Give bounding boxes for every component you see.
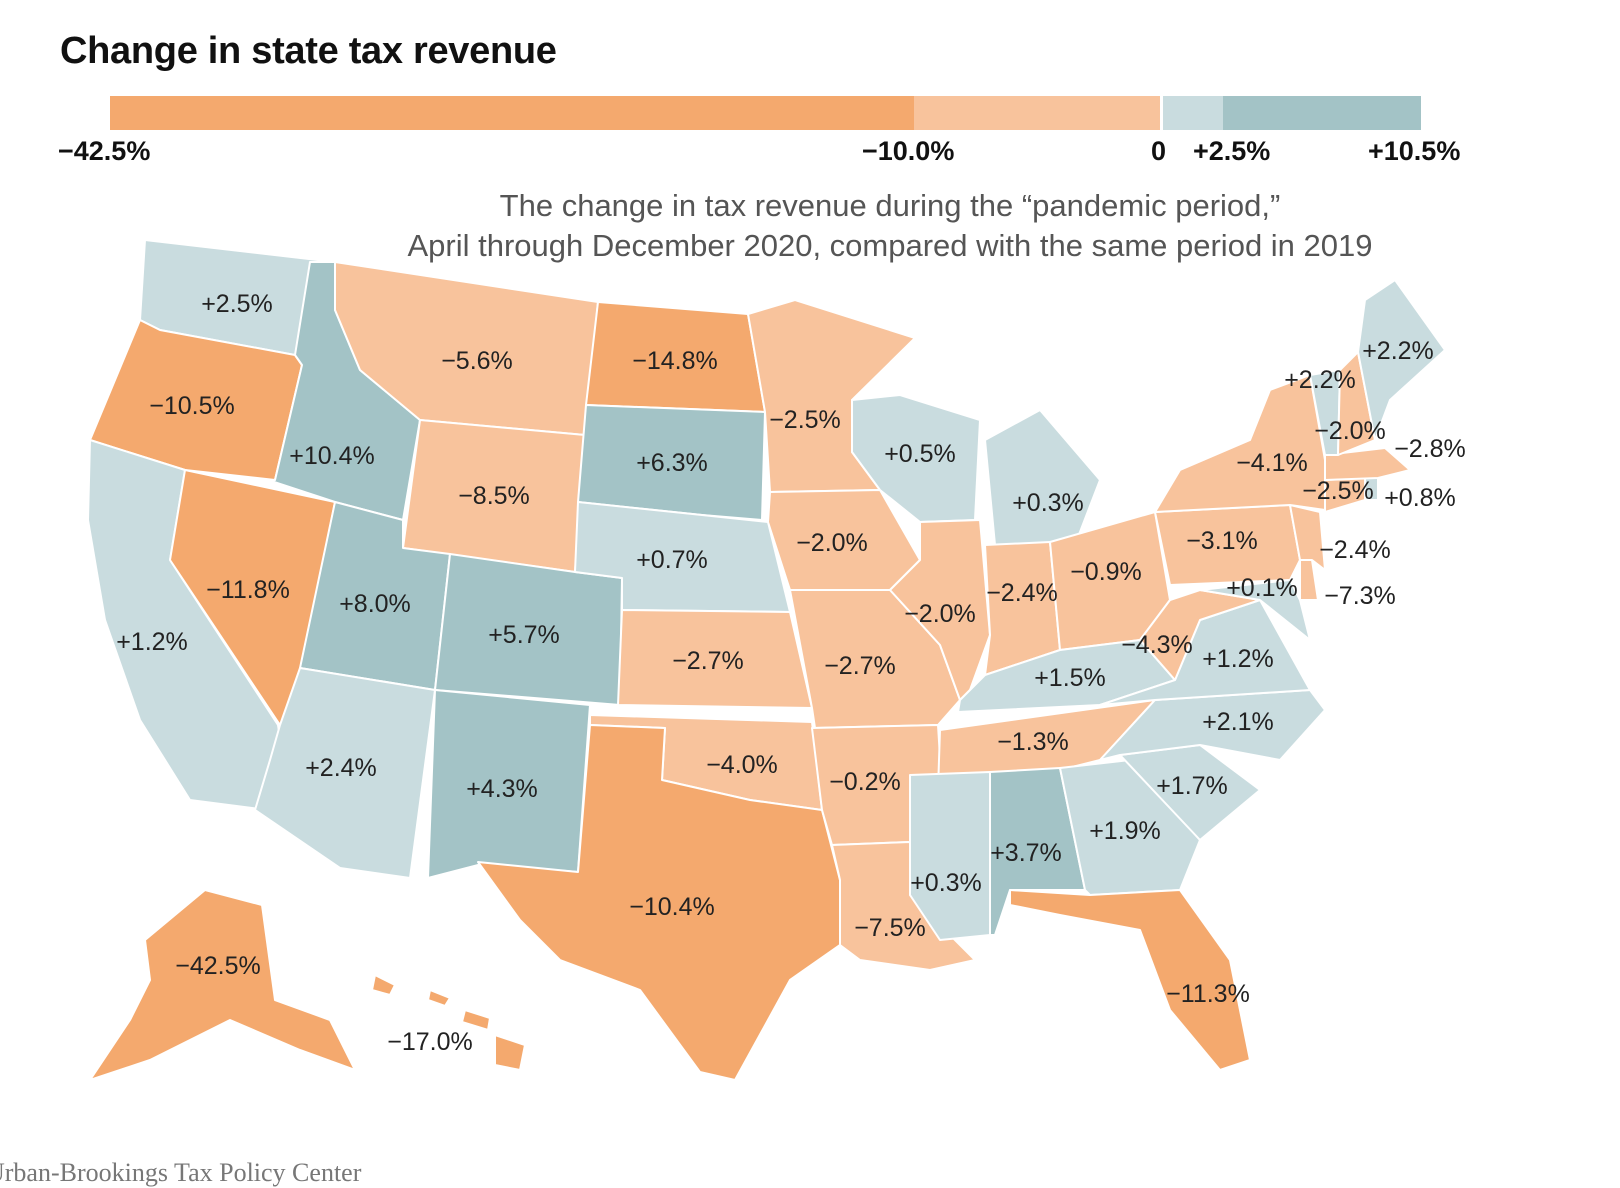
state-value-label: −2.4%: [986, 579, 1058, 607]
scale-tick-label: −10.0%: [862, 136, 955, 166]
state-value-label: +2.4%: [305, 754, 377, 782]
state-value-label: −2.7%: [824, 652, 896, 680]
state-shape: [1199, 579, 1311, 641]
scale-bin-strong-decline: [110, 96, 914, 130]
scale-zero-divider: [1160, 96, 1163, 130]
state-value-label: +0.3%: [910, 869, 982, 897]
state-value-label: −2.8%: [1394, 435, 1466, 463]
state-value-label: −11.3%: [1166, 980, 1250, 1008]
state-value-label: −2.5%: [1302, 477, 1374, 505]
state-value-label: +0.1%: [1226, 574, 1298, 602]
state-shape: [89, 889, 356, 1081]
state-value-label: +1.5%: [1034, 664, 1106, 692]
state-value-label: −0.2%: [829, 768, 901, 796]
state-value-label: −0.9%: [1070, 558, 1142, 586]
scale-tick-label: −42.5%: [58, 136, 151, 166]
state-labels: +2.5% −10.5% +1.2% −11.8% +10.4% −5.6% −8.5% +8…: [116, 290, 1466, 1056]
state-value-label: −42.5%: [175, 952, 261, 980]
state-shape: [1324, 447, 1411, 481]
state-value-label: −2.0%: [796, 529, 868, 557]
state-value-label: +1.9%: [1089, 817, 1161, 845]
state-value-label: +8.0%: [339, 590, 411, 618]
state-value-label: −8.5%: [458, 482, 530, 510]
state-shape: [254, 667, 436, 879]
scale-bin-decline: [914, 96, 1160, 130]
state-value-label: −5.6%: [441, 347, 513, 375]
state-value-label: +1.2%: [1202, 645, 1274, 673]
state-value-label: +0.7%: [636, 546, 708, 574]
state-value-label: −2.0%: [904, 600, 976, 628]
scale-tick-label: 0: [1151, 136, 1167, 166]
state-shape: [1289, 504, 1326, 571]
subtitle-line: April through December 2020, compared wi…: [407, 228, 1373, 263]
state-shape: [1154, 374, 1326, 513]
state-value-label: −10.5%: [149, 392, 235, 420]
state-value-label: +3.7%: [990, 839, 1062, 867]
state-value-label: +1.7%: [1156, 772, 1228, 800]
scale-bin-strong-increase: [1223, 96, 1421, 130]
state-value-label: +5.7%: [488, 621, 560, 649]
state-value-label: +0.5%: [884, 440, 956, 468]
source-credit: Urban-Brookings Tax Policy Center: [0, 1158, 362, 1187]
state-value-label: −2.4%: [1319, 536, 1391, 564]
state-value-label: +2.1%: [1202, 708, 1274, 736]
chart-subtitle: The change in tax revenue during the “pa…: [360, 186, 1420, 266]
color-scale-legend: −42.5% −10.0% 0 +2.5% +10.5%: [0, 0, 1620, 180]
state-value-label: +2.2%: [1284, 366, 1356, 394]
state-value-label: +2.5%: [201, 290, 273, 318]
state-shape: [371, 974, 526, 1071]
state-value-label: +6.3%: [636, 449, 708, 477]
state-value-label: −3.1%: [1186, 527, 1258, 555]
state-value-label: −7.3%: [1324, 582, 1396, 610]
state-value-label: −11.8%: [206, 576, 290, 604]
state-value-label: −2.5%: [769, 406, 841, 434]
scale-tick-label: +2.5%: [1193, 136, 1271, 166]
state-value-label: −1.3%: [997, 728, 1069, 756]
state-value-label: +4.3%: [466, 775, 538, 803]
state-value-label: +10.4%: [289, 442, 375, 470]
state-value-label: −14.8%: [632, 347, 718, 375]
state-shape: [1009, 889, 1251, 1071]
scale-bin-increase: [1163, 96, 1223, 130]
chart-title: Change in state tax revenue: [60, 30, 557, 72]
state-value-label: −10.4%: [629, 893, 715, 921]
state-value-label: −7.5%: [854, 914, 926, 942]
state-shapes: [87, 239, 1446, 1081]
state-shape: [1299, 559, 1319, 601]
state-value-label: +0.8%: [1384, 484, 1456, 512]
state-shape: [1357, 279, 1446, 441]
state-value-label: +2.2%: [1362, 337, 1434, 365]
state-value-label: −17.0%: [387, 1028, 473, 1056]
scale-tick-label: +10.5%: [1368, 136, 1461, 166]
state-value-label: +1.2%: [116, 628, 188, 656]
state-value-label: −4.0%: [706, 751, 778, 779]
state-value-label: +0.3%: [1012, 489, 1084, 517]
subtitle-line: The change in tax revenue during the “pa…: [499, 188, 1281, 223]
state-value-label: −2.7%: [672, 647, 744, 675]
state-value-label: −4.1%: [1236, 449, 1308, 477]
state-value-label: −2.0%: [1314, 417, 1386, 445]
state-value-label: −4.3%: [1121, 631, 1193, 659]
state-shape: [984, 409, 1101, 546]
